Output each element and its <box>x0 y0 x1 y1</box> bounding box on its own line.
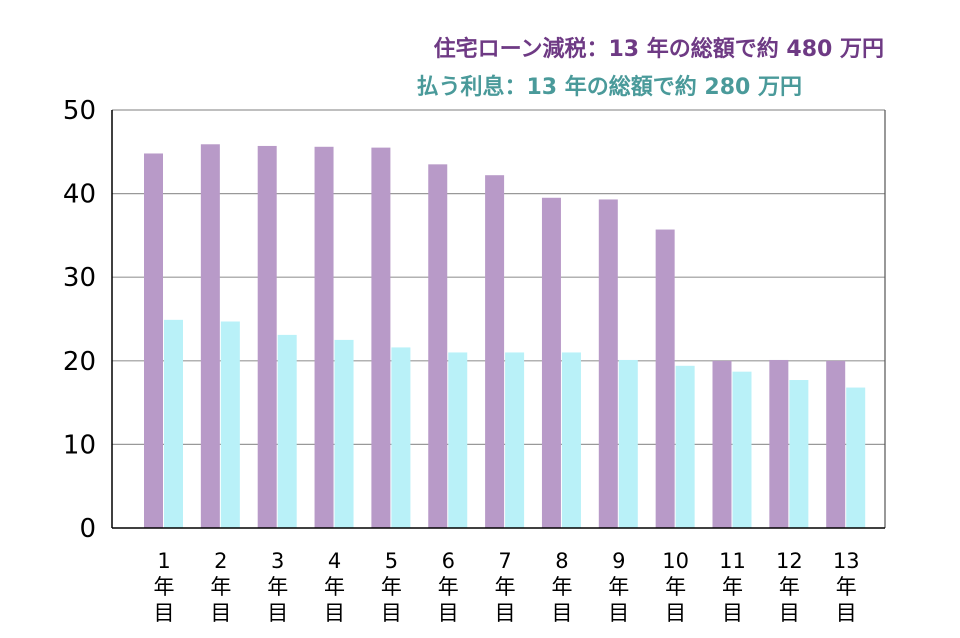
x-tick-label: 目 <box>381 601 402 625</box>
x-tick-label: 年 <box>381 575 402 599</box>
x-tick-label: 年 <box>495 575 516 599</box>
x-tick-label: 目 <box>324 601 345 625</box>
bar-interest <box>732 371 752 528</box>
x-tick-label: 目 <box>836 601 857 625</box>
bar-reduction <box>655 229 675 528</box>
x-tick-label: 目 <box>608 601 629 625</box>
x-tick-label: 2 <box>214 549 227 573</box>
y-tick-label: 30 <box>63 263 96 293</box>
bar-interest <box>789 380 809 528</box>
x-tick-label: 年 <box>779 575 800 599</box>
y-tick-label: 20 <box>63 347 96 377</box>
x-tick-label: 12 <box>776 549 803 573</box>
y-tick-label: 40 <box>63 180 96 210</box>
x-tick-label: 目 <box>495 601 516 625</box>
x-tick-label: 年 <box>210 575 231 599</box>
bar-reduction <box>712 360 732 528</box>
bar-reduction <box>769 359 789 528</box>
x-tick-label: 目 <box>779 601 800 625</box>
y-axis-tick-labels: 0 10 20 30 40 50 <box>63 96 96 544</box>
x-tick-label: 目 <box>154 601 175 625</box>
x-tick-label: 3 <box>271 549 284 573</box>
x-tick-label: 年 <box>665 575 686 599</box>
y-tick-label: 50 <box>63 96 96 126</box>
bar-reduction <box>200 144 220 528</box>
legend-reduction-label: 住宅ローン減税：13 年の総額で約 480 万円 <box>434 36 884 62</box>
bar-interest <box>561 352 581 528</box>
x-tick-label: 年 <box>324 575 345 599</box>
x-tick-label: 年 <box>722 575 743 599</box>
x-tick-label: 8 <box>555 549 568 573</box>
bar-reduction <box>144 153 163 529</box>
bar-interest <box>391 347 411 528</box>
bar-interest <box>220 321 240 528</box>
bar-reduction <box>541 197 561 528</box>
legend: 住宅ローン減税：13 年の総額で約 480 万円 払う利息：13 年の総額で約 … <box>416 36 884 100</box>
x-axis-tick-labels: 1年目2年目3年目4年目5年目6年目7年目8年目9年目10年目11年目12年目1… <box>154 549 860 625</box>
x-tick-label: 年 <box>267 575 288 599</box>
x-tick-label: 5 <box>385 549 398 573</box>
bar-reduction <box>485 175 505 528</box>
x-tick-label: 13 <box>833 549 860 573</box>
legend-interest-label: 払う利息：13 年の総額で約 280 万円 <box>416 74 802 100</box>
x-tick-label: 7 <box>498 549 511 573</box>
x-tick-label: 年 <box>551 575 572 599</box>
bar-interest <box>675 365 695 528</box>
axes <box>111 110 886 529</box>
x-tick-label: 11 <box>719 549 746 573</box>
bar-reduction <box>314 146 334 528</box>
bar-interest <box>164 319 183 528</box>
x-tick-label: 4 <box>328 549 341 573</box>
x-tick-label: 目 <box>722 601 743 625</box>
x-tick-label: 10 <box>662 549 689 573</box>
bar-interest <box>448 352 468 528</box>
x-tick-label: 目 <box>438 601 459 625</box>
x-tick-label: 年 <box>836 575 857 599</box>
bar-reduction <box>257 145 277 528</box>
x-tick-label: 目 <box>267 601 288 625</box>
x-tick-label: 6 <box>442 549 455 573</box>
y-tick-label: 0 <box>79 514 96 544</box>
x-tick-label: 1 <box>157 549 170 573</box>
bar-reduction <box>826 360 846 528</box>
bar-interest <box>334 339 354 528</box>
bar-reduction <box>371 147 391 528</box>
bar-reduction <box>428 164 448 528</box>
bar-interest <box>277 334 297 528</box>
x-tick-label: 9 <box>612 549 625 573</box>
bar-reduction <box>598 199 618 528</box>
bar-interest <box>618 359 638 528</box>
bar-interest <box>846 387 866 528</box>
x-tick-label: 年 <box>608 575 629 599</box>
y-tick-label: 10 <box>63 430 96 460</box>
bar-interest <box>505 352 525 528</box>
x-tick-label: 目 <box>551 601 572 625</box>
bars <box>144 144 866 529</box>
x-tick-label: 目 <box>665 601 686 625</box>
x-tick-label: 年 <box>154 575 175 599</box>
x-tick-label: 年 <box>438 575 459 599</box>
x-tick-label: 目 <box>210 601 231 625</box>
